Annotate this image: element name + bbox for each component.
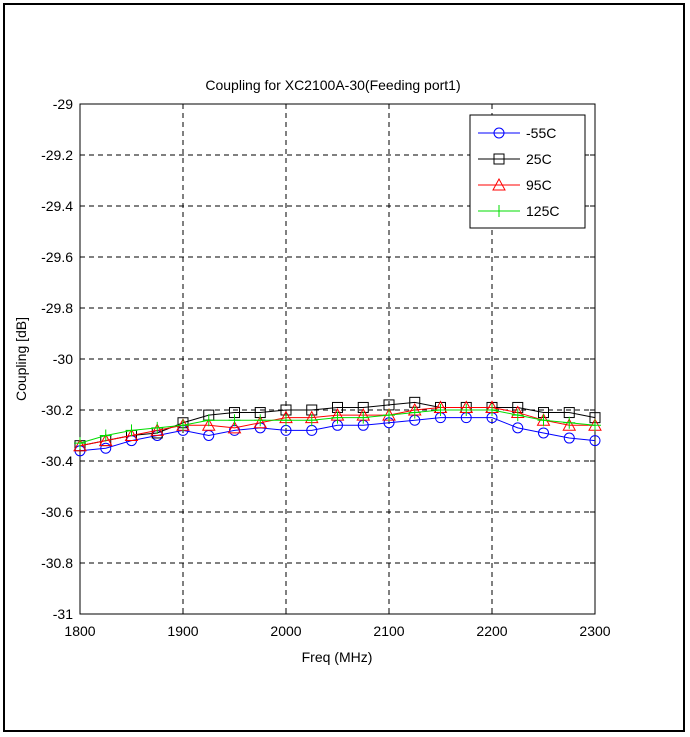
y-tick-label: -30.4 — [41, 453, 73, 469]
y-tick-label: -29.8 — [41, 300, 73, 316]
data-point-55c — [100, 442, 112, 454]
data-point-125c — [99, 429, 112, 442]
data-point-125c — [589, 419, 601, 432]
data-point-125c — [408, 406, 421, 419]
x-tick-label: 1800 — [64, 623, 95, 639]
data-point-125c — [434, 404, 447, 416]
series-lines — [73, 396, 602, 457]
data-point-125c — [151, 421, 164, 434]
y-tick-label: -31 — [53, 606, 73, 622]
y-tick-label: -29 — [53, 96, 73, 112]
legend-marker-55c — [493, 127, 505, 139]
y-tick-label: -29.6 — [41, 249, 73, 265]
data-point-125c — [383, 409, 395, 422]
chart-title: Coupling for XC2100A-30(Feeding port1) — [205, 77, 460, 93]
grid-lines — [80, 104, 595, 614]
data-point-125c — [511, 409, 524, 422]
legend-box — [469, 114, 586, 229]
series-125c — [74, 404, 601, 450]
legend-label-55c: -55C — [526, 125, 556, 141]
y-tick-label: -30 — [53, 351, 73, 367]
x-tick-label: 2000 — [270, 623, 301, 639]
legend: -55C 25C 95C 125C — [469, 114, 586, 229]
data-point-125c — [254, 414, 267, 427]
y-axis-label: Coupling [dB] — [13, 317, 29, 401]
data-point-95c — [227, 420, 242, 434]
data-point-125c — [357, 411, 370, 424]
data-point-125c — [460, 404, 473, 416]
data-point-125c — [177, 419, 189, 432]
y-tick-label: -30.2 — [41, 402, 73, 418]
legend-label-125c: 125C — [526, 203, 559, 219]
data-point-125c — [331, 411, 344, 424]
data-point-125c — [125, 424, 138, 437]
series-line-55c — [79, 417, 596, 452]
data-point-95c — [150, 423, 165, 436]
data-point-95c — [253, 415, 268, 429]
axis-ticks: 1800 1900 2000 2100 2200 2300 -29 -29.2 -29.4 -29… — [41, 96, 611, 639]
data-point-125c — [305, 414, 318, 427]
legend-label-25c: 25C — [526, 151, 552, 167]
y-tick-label: -29.2 — [41, 147, 73, 163]
data-point-55c — [589, 435, 601, 447]
data-point-125c — [563, 416, 576, 429]
legend-label-95c: 95C — [526, 177, 552, 193]
y-tick-label: -30.8 — [41, 555, 73, 571]
x-tick-label: 2200 — [476, 623, 507, 639]
data-point-55c — [563, 432, 575, 444]
x-axis-label: Freq (MHz) — [302, 649, 373, 665]
data-point-95c — [201, 418, 216, 431]
x-tick-label: 2300 — [579, 623, 610, 639]
legend-marker-95c — [492, 177, 506, 191]
series-line-25c — [79, 401, 596, 447]
legend-marker-25c — [493, 153, 505, 165]
data-point-95c — [124, 428, 139, 441]
legend-marker-125c — [493, 205, 505, 217]
data-point-95c — [98, 433, 113, 447]
data-point-55c — [538, 427, 549, 439]
data-point-95c — [73, 438, 87, 452]
y-tick-label: -30.6 — [41, 504, 73, 520]
data-point-125c — [228, 414, 241, 427]
data-point-55c — [512, 422, 524, 434]
data-point-95c — [562, 418, 577, 431]
data-point-125c — [280, 414, 292, 427]
data-point-125c — [74, 437, 86, 450]
x-tick-label: 2100 — [373, 623, 404, 639]
data-point-125c — [202, 414, 215, 427]
data-point-125c — [486, 404, 498, 416]
data-point-125c — [537, 414, 550, 427]
x-tick-label: 1900 — [167, 623, 198, 639]
y-tick-label: -29.4 — [41, 198, 73, 214]
